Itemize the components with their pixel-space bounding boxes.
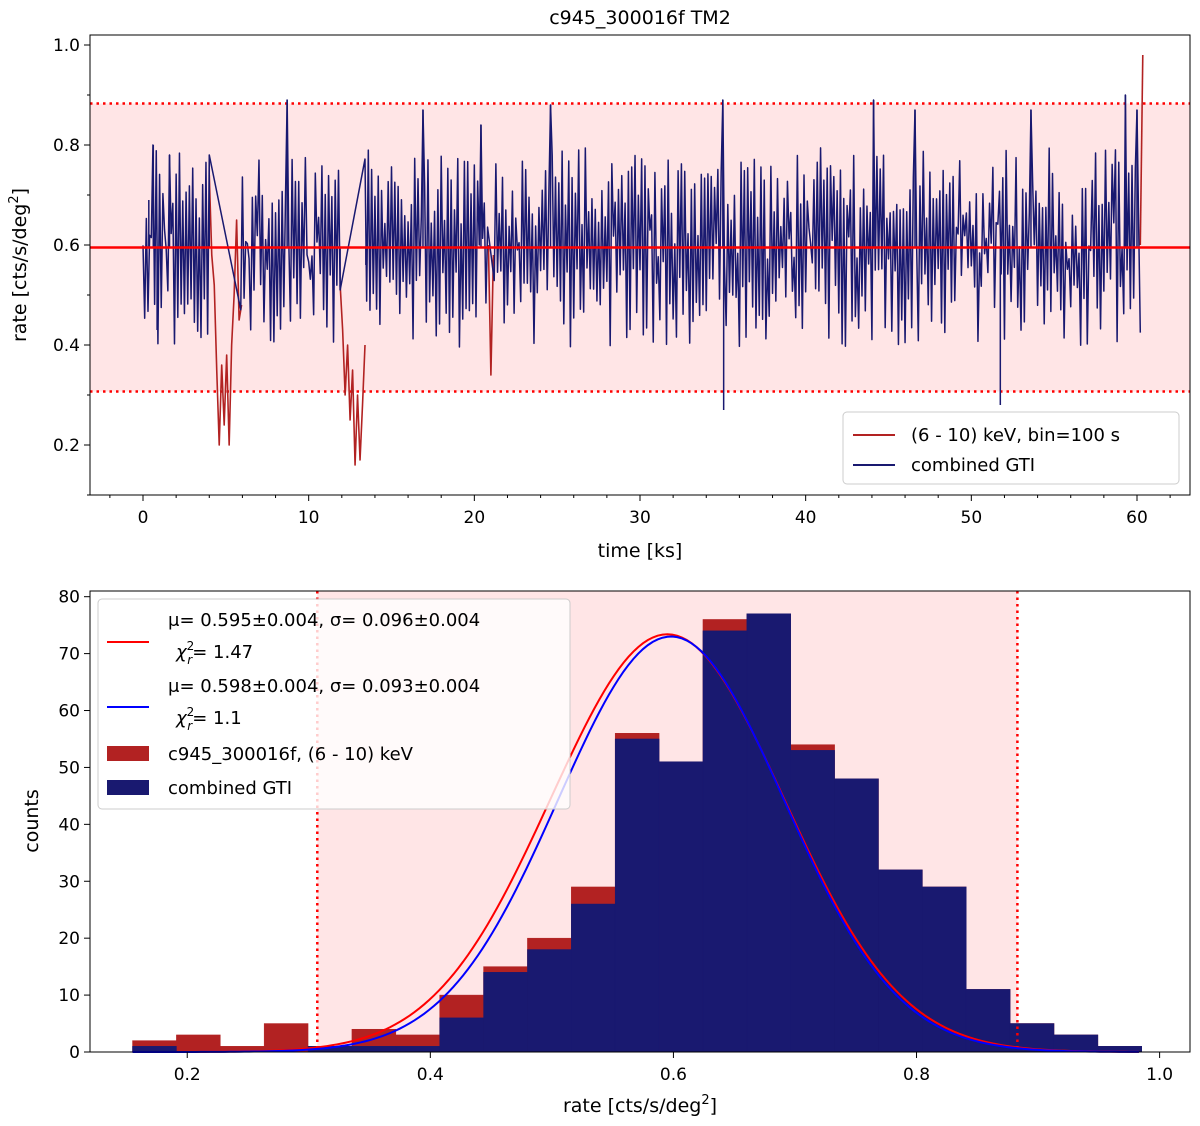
full-bar-3 xyxy=(263,1023,309,1053)
histogram-panel: 0.2 0.4 0.6 0.8 1.0 0 10 20 30 40 50 60 70 80 rate [… xyxy=(21,588,1191,1117)
legend-fit-gti-line1: μ= 0.598±0.004, σ= 0.093±0.004 xyxy=(168,676,480,697)
h-ytick-label-7: 70 xyxy=(58,645,80,665)
lc-xtick-label-5: 50 xyxy=(961,508,983,528)
full-band-segment-1 xyxy=(339,284,366,466)
legend-fit-gti-chi: χ2 r= 1.1 xyxy=(175,705,242,733)
h-ytick-label-3: 30 xyxy=(58,872,80,892)
gti-bar-18 xyxy=(922,886,967,1053)
legend-hist-gti-swatch xyxy=(107,780,149,795)
h-ytick-label-6: 60 xyxy=(58,702,80,722)
gti-bar-5 xyxy=(351,1046,397,1053)
lc-ytick-label-4: 1.0 xyxy=(53,36,80,56)
histogram-plot-frame xyxy=(89,590,1191,1053)
lightcurve-title: c945_300016f TM2 xyxy=(549,7,731,29)
legend-gti-label: combined GTI xyxy=(911,455,1035,476)
lc-xtick-label-1: 10 xyxy=(298,508,320,528)
lc-xtick-label-0: 0 xyxy=(138,508,149,528)
histogram-x-label: rate [cts/s/deg2] xyxy=(563,1093,717,1117)
legend-hist-gti-label: combined GTI xyxy=(168,778,292,799)
lc-ytick-label-1: 0.4 xyxy=(53,336,80,356)
legend-hist-full-swatch xyxy=(107,746,149,761)
histogram-gti-bars xyxy=(132,613,1142,1053)
full-band-segment-0 xyxy=(208,174,243,446)
lightcurve-full-series xyxy=(208,54,1144,466)
gti-bar-7 xyxy=(439,1017,484,1053)
h-xtick-label-2: 0.6 xyxy=(660,1065,687,1085)
h-ytick-label-0: 0 xyxy=(69,1043,80,1063)
gti-bar-6 xyxy=(395,1046,440,1053)
h-ytick-label-5: 50 xyxy=(58,758,80,778)
gti-bar-21 xyxy=(1053,1034,1099,1053)
lightcurve-y-label: rate [cts/s/deg2] xyxy=(7,188,31,342)
gti-bar-8 xyxy=(483,972,528,1053)
gti-bar-10 xyxy=(571,903,616,1053)
h-ytick-label-4: 40 xyxy=(58,815,80,835)
histogram-y-axis: 0 10 20 30 40 50 60 70 80 xyxy=(58,588,90,1063)
histogram-legend-box xyxy=(97,598,571,810)
legend-full-label: (6 - 10) keV, bin=100 s xyxy=(911,425,1120,446)
lc-xtick-label-4: 40 xyxy=(795,508,817,528)
lightcurve-y-axis: 0.2 0.4 0.6 0.8 1.0 xyxy=(53,36,90,496)
lightcurve-legend: (6 - 10) keV, bin=100 s combined GTI xyxy=(842,411,1180,485)
full-bar-1 xyxy=(176,1034,221,1053)
lc-xtick-label-6: 60 xyxy=(1126,508,1148,528)
h-xtick-label-3: 0.8 xyxy=(903,1065,930,1085)
lightcurve-panel: c945_300016f TM2 0 10 20 30 40 50 60 0.2 0.4 0.6… xyxy=(7,7,1191,562)
legend-hist-full-label: c945_300016f, (6 - 10) keV xyxy=(168,744,414,765)
lc-ytick-label-3: 0.8 xyxy=(53,136,80,156)
gti-bar-13 xyxy=(702,630,748,1053)
lc-xtick-label-2: 20 xyxy=(464,508,486,528)
histogram-x-axis: 0.2 0.4 0.6 0.8 1.0 xyxy=(174,1052,1173,1085)
h-xtick-label-1: 0.4 xyxy=(417,1065,444,1085)
lc-ytick-label-2: 0.6 xyxy=(53,236,80,256)
full-band-segment-3 xyxy=(1139,54,1144,246)
h-xtick-label-4: 1.0 xyxy=(1146,1065,1173,1085)
histogram-fit-gti-curve xyxy=(132,635,1139,1053)
h-ytick-label-1: 10 xyxy=(58,986,80,1006)
lc-ytick-label-0: 0.2 xyxy=(53,436,80,456)
legend-fit-full-line1: μ= 0.595±0.004, σ= 0.096±0.004 xyxy=(168,610,480,631)
h-ytick-label-2: 20 xyxy=(58,929,80,949)
gti-bar-14 xyxy=(746,613,791,1053)
histogram-fit-full-curve xyxy=(132,633,1139,1053)
h-ytick-label-8: 80 xyxy=(58,588,80,608)
gti-bar-15 xyxy=(790,750,835,1053)
lightcurve-x-label: time [ks] xyxy=(598,540,683,562)
lightcurve-gti-series xyxy=(142,94,1142,410)
lightcurve-x-axis: 0 10 20 30 40 50 60 xyxy=(109,495,1171,528)
gti-trace xyxy=(142,94,1142,348)
legend-fit-full-chi: χ2 r= 1.47 xyxy=(175,639,253,667)
histogram-legend: μ= 0.595±0.004, σ= 0.096±0.004 χ2 r= 1.47… xyxy=(97,598,571,810)
gti-bar-17 xyxy=(878,869,923,1053)
lightcurve-legend-box xyxy=(842,411,1180,485)
gti-bar-12 xyxy=(658,761,704,1053)
gti-bar-9 xyxy=(527,949,572,1053)
gti-bar-11 xyxy=(614,738,660,1053)
histogram-y-label: counts xyxy=(21,789,43,853)
h-xtick-label-0: 0.2 xyxy=(174,1065,201,1085)
full-band-segment-2 xyxy=(487,244,495,376)
lc-xtick-label-3: 30 xyxy=(629,508,651,528)
